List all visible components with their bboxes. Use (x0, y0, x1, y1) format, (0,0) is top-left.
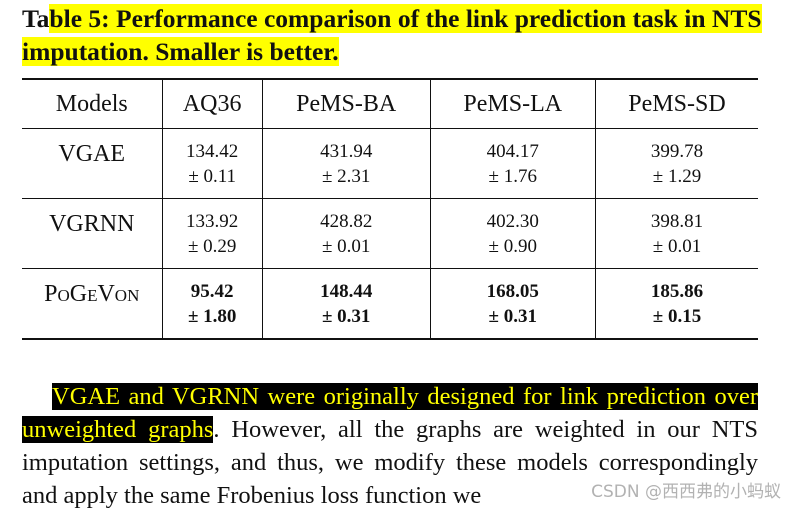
table-row: VGRNN 133.92 ± 0.29 428.82 ± 0.01 402.30 ± 0.9… (22, 198, 758, 269)
model-cell: VGAE (22, 128, 162, 199)
std: ± 0.31 (321, 306, 371, 327)
value-cell: 428.82 ± 0.01 (261, 198, 431, 269)
mean: 404.17 (486, 141, 539, 162)
mean: 428.82 (320, 211, 373, 232)
results-table: Models AQ36 PeMS-BA PeMS-LA PeMS-SD VGAE 134.… (22, 78, 758, 340)
value-cell: 185.86 ± 0.15 (594, 268, 758, 339)
table-row: PoGeVon 95.42 ± 1.80 148.44 ± 0.31 168.05 ± 0.… (22, 268, 758, 339)
std: ± 1.76 (488, 166, 537, 187)
mean: 95.42 (190, 281, 234, 302)
std: ± 0.31 (488, 306, 537, 327)
value-cell: 168.05 ± 0.31 (429, 268, 596, 339)
mean: 402.30 (486, 211, 539, 232)
std: ± 2.31 (321, 166, 371, 187)
model-cell: VGRNN (22, 198, 162, 269)
table-row: VGAE 134.42 ± 0.11 431.94 ± 2.31 404.17 ± 1.76… (22, 128, 758, 199)
value-cell: 398.81 ± 0.01 (594, 198, 758, 269)
header-cell: Models (22, 79, 162, 129)
value-cell: 404.17 ± 1.76 (429, 128, 596, 199)
std: ± 0.11 (188, 166, 237, 187)
caption-highlighted: ble 5: Performance comparison of the lin… (22, 4, 762, 66)
value-cell: 402.30 ± 0.90 (429, 198, 596, 269)
mean: 398.81 (650, 211, 704, 232)
std: ± 0.01 (652, 236, 702, 257)
mean: 133.92 (186, 211, 239, 232)
header-cell: PeMS-SD (594, 79, 758, 129)
value-cell: 431.94 ± 2.31 (261, 128, 431, 199)
value-cell: 95.42 ± 1.80 (161, 268, 263, 339)
mean: 168.05 (486, 281, 539, 302)
value-cell: 399.78 ± 1.29 (594, 128, 758, 199)
mean: 185.86 (650, 281, 704, 302)
std: ± 0.29 (187, 236, 237, 257)
header-cell: PeMS-BA (261, 79, 431, 129)
std: ± 1.29 (652, 166, 702, 187)
value-cell: 134.42 ± 0.11 (161, 128, 263, 199)
model-cell: PoGeVon (22, 268, 162, 339)
paragraph: VGAE and VGRNN were originally designed … (22, 380, 758, 510)
value-cell: 133.92 ± 0.29 (161, 198, 263, 269)
std: ± 0.01 (321, 236, 371, 257)
mean: 399.78 (650, 141, 704, 162)
std: ± 0.90 (488, 236, 537, 257)
table-caption: Table 5: Performance comparison of the l… (22, 2, 762, 68)
header-cell: AQ36 (161, 79, 263, 129)
paragraph-text: . However, all the graphs are weighted i… (22, 416, 759, 509)
header-cell: PeMS-LA (429, 79, 596, 129)
std: ± 0.15 (652, 306, 702, 327)
std: ± 1.80 (187, 306, 237, 327)
mean: 431.94 (320, 141, 373, 162)
caption-plain: Ta (22, 4, 50, 33)
mean: 148.44 (320, 281, 373, 302)
mean: 134.42 (186, 141, 239, 162)
value-cell: 148.44 ± 0.31 (261, 268, 431, 339)
header-row: Models AQ36 PeMS-BA PeMS-LA PeMS-SD (22, 79, 758, 129)
watermark: CSDN @西西弗的小蚂蚁 (591, 482, 781, 502)
